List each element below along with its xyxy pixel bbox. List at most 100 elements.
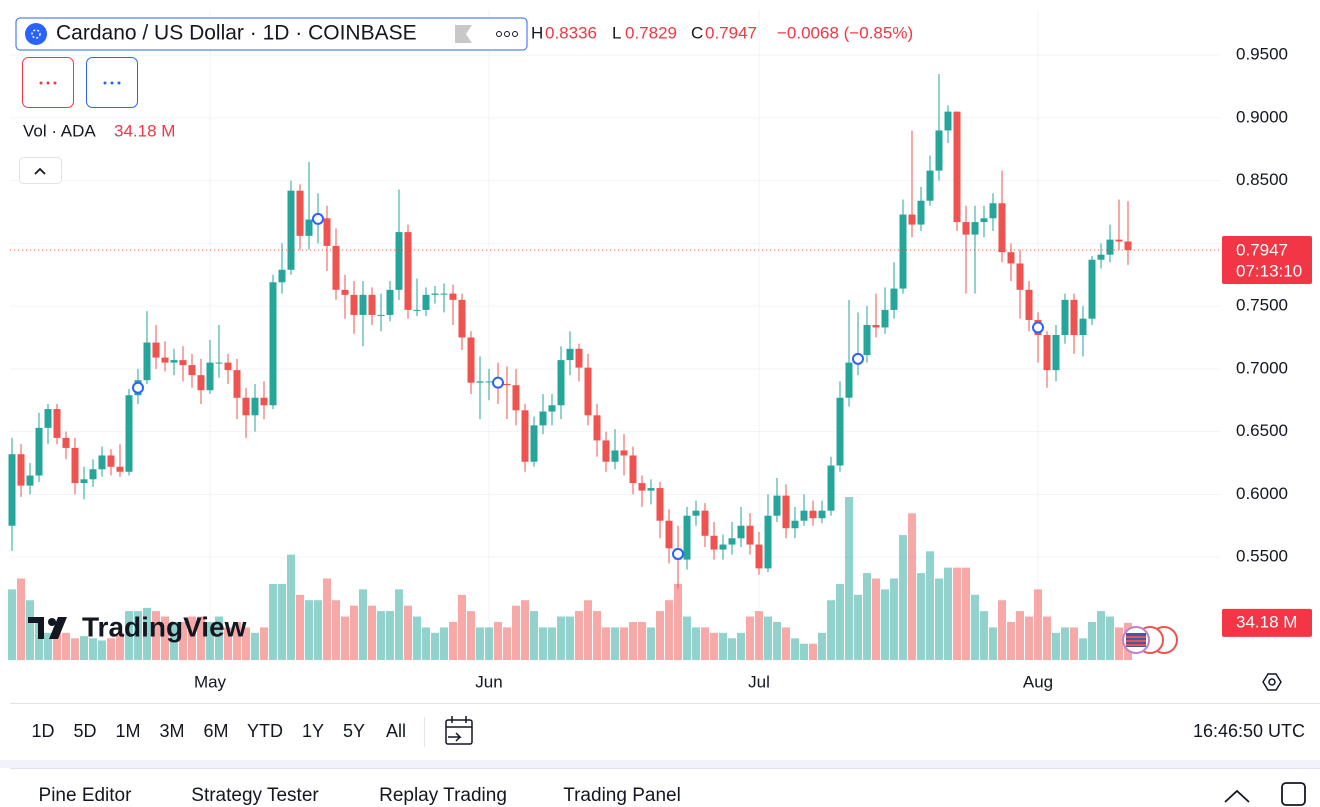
candle-body: [908, 214, 916, 225]
goto-date-icon[interactable]: [445, 716, 473, 745]
volume-bar: [233, 621, 241, 660]
volume-bar: [845, 497, 853, 660]
volume-bar: [692, 627, 700, 660]
volume-bar: [179, 621, 187, 660]
volume-bar: [503, 627, 511, 660]
y-tick-label: 0.8500: [1236, 170, 1288, 189]
range-button[interactable]: All: [386, 721, 406, 741]
candle-body: [422, 294, 430, 310]
event-flags[interactable]: [1122, 626, 1178, 654]
volume-bar: [899, 535, 907, 660]
expand-icon[interactable]: [1224, 789, 1250, 803]
volume-bar: [269, 583, 277, 660]
event-marker[interactable]: [312, 212, 324, 225]
volume-bar: [89, 638, 97, 660]
event-marker[interactable]: [132, 381, 144, 394]
candle-body: [665, 520, 673, 549]
candle-body: [485, 381, 493, 383]
volume-bar: [251, 632, 259, 660]
candle-body: [539, 411, 547, 426]
volume-bar: [332, 600, 340, 660]
x-tick-label: Jun: [475, 672, 502, 691]
event-marker[interactable]: [852, 352, 864, 365]
candle-body: [125, 395, 133, 472]
candle-body: [989, 203, 997, 219]
volume-bar: [782, 627, 790, 660]
candle-body: [1079, 318, 1087, 335]
volume-bar: [134, 611, 142, 660]
range-button[interactable]: 5Y: [343, 721, 365, 741]
event-marker[interactable]: [672, 547, 684, 560]
volume-bar: [971, 594, 979, 660]
volume-bar: [8, 589, 16, 660]
volume-bar: [386, 611, 394, 660]
candle-body: [602, 440, 610, 462]
volume-bar: [638, 621, 646, 660]
volume-bar: [377, 611, 385, 660]
volume-bar: [350, 605, 358, 660]
close-value: 0.7947: [705, 23, 757, 42]
candle-body: [791, 520, 799, 529]
range-button[interactable]: 1M: [115, 721, 140, 741]
panel-tab[interactable]: Strategy Tester: [191, 785, 319, 806]
volume-bar: [476, 627, 484, 660]
volume-bar: [278, 583, 286, 660]
candle-body: [350, 294, 358, 315]
y-tick-label: 0.9000: [1236, 107, 1288, 126]
candle-body: [890, 288, 898, 310]
volume-bar: [1115, 627, 1123, 660]
candle-body: [404, 232, 412, 310]
volume-bar: [530, 611, 538, 660]
panel-tab[interactable]: Trading Panel: [563, 785, 681, 806]
volume-bar: [611, 627, 619, 660]
symbol-box[interactable]: [15, 17, 528, 51]
candle-body: [143, 342, 151, 381]
event-marker[interactable]: [492, 376, 504, 389]
volume-bar: [827, 600, 835, 660]
volume-bar: [215, 616, 223, 660]
volume-bar: [836, 583, 844, 660]
event-marker[interactable]: [1032, 321, 1044, 334]
volume-bar: [1070, 627, 1078, 660]
panel-tab[interactable]: Replay Trading: [379, 785, 507, 806]
volume-bar: [206, 621, 214, 660]
candle-body: [458, 299, 466, 338]
volume-bar: [287, 554, 295, 660]
range-button[interactable]: 5D: [73, 721, 96, 741]
candle-body: [44, 409, 52, 428]
flag-icon[interactable]: [455, 25, 472, 43]
range-button[interactable]: YTD: [247, 721, 283, 741]
volume-bar: [341, 616, 349, 660]
candle-body: [1106, 239, 1114, 255]
volume-label-box: [1222, 608, 1312, 637]
volume-bar: [404, 605, 412, 660]
range-button[interactable]: 1D: [31, 721, 54, 741]
volume-bar: [242, 627, 250, 660]
candle-body: [71, 447, 79, 484]
high-value: 0.8336: [545, 23, 597, 42]
range-button[interactable]: 6M: [203, 721, 228, 741]
y-tick-label: 0.7500: [1236, 296, 1288, 315]
candle-body: [386, 289, 394, 315]
candle-body: [881, 309, 889, 328]
candle-body: [953, 111, 961, 223]
settings-icon[interactable]: [1262, 673, 1282, 691]
range-button[interactable]: 3M: [159, 721, 184, 741]
sell-dots: [39, 81, 57, 85]
panel-tab[interactable]: Pine Editor: [39, 785, 133, 806]
volume-bar: [548, 627, 556, 660]
candle-body: [341, 289, 349, 295]
candle-body: [305, 219, 313, 236]
candle-body: [260, 397, 268, 406]
candle-body: [899, 214, 907, 289]
more-icon[interactable]: [496, 31, 518, 37]
candle-body: [449, 293, 457, 300]
maximize-icon[interactable]: [1281, 782, 1306, 806]
volume-bar: [224, 627, 232, 660]
range-button[interactable]: 1Y: [302, 721, 324, 741]
candle-body: [692, 510, 700, 516]
volume-bar: [188, 616, 196, 660]
